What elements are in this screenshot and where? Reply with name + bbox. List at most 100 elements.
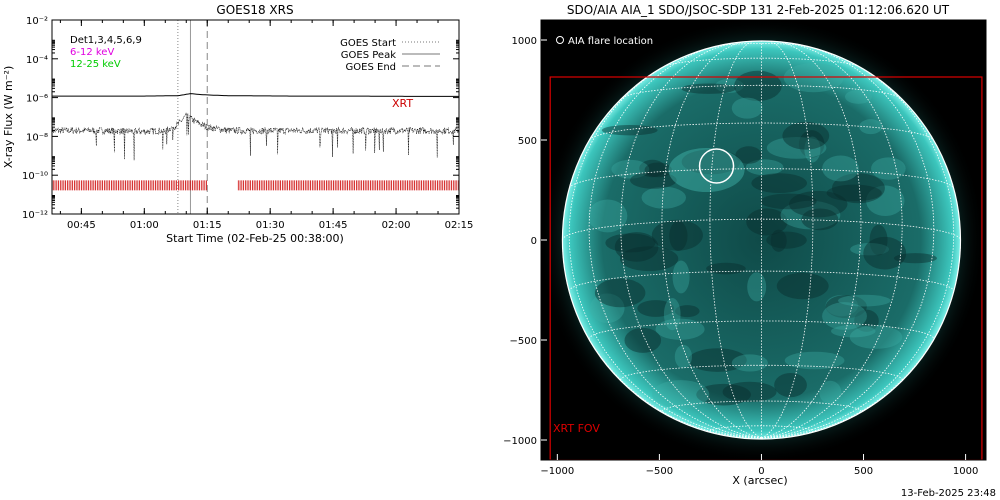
texture-patch xyxy=(734,70,782,102)
lightcurve-y-ticks: 10⁻¹² 10⁻¹⁰ 10⁻⁸ 10⁻⁶ 10⁻⁴ 10⁻² xyxy=(22,16,459,221)
x-tick-label: 01:45 xyxy=(319,220,348,231)
texture-patch xyxy=(784,351,845,370)
texture-patch xyxy=(766,231,807,249)
lightcurve-frame xyxy=(51,19,460,215)
texture-patch xyxy=(770,229,787,252)
texture-patch xyxy=(859,119,883,135)
aia-y-ticks: −1000 −500 0 500 1000 xyxy=(503,36,547,447)
texture-patch xyxy=(735,146,762,164)
x-tick-label: 02:00 xyxy=(382,220,411,231)
texture-patch xyxy=(624,327,662,353)
texture-patch xyxy=(863,236,907,270)
texture-patch xyxy=(831,324,876,338)
x-tick-label: 500 xyxy=(854,466,873,477)
texture-patch xyxy=(663,298,681,331)
y-tick-label: 500 xyxy=(518,136,537,147)
texture-patch xyxy=(746,208,788,236)
footer-timestamp: 13-Feb-2025 23:48 xyxy=(901,488,996,499)
xrt-observation-marks xyxy=(52,180,459,191)
x-tick-label: 1000 xyxy=(953,466,978,477)
xrt-fov-box xyxy=(549,76,983,460)
texture-patch xyxy=(766,136,827,159)
texture-patch xyxy=(637,300,675,317)
texture-patch xyxy=(780,200,841,230)
texture-patch xyxy=(651,219,703,251)
texture-patch xyxy=(854,309,879,332)
latitude-line xyxy=(562,218,961,241)
y-tick-label: 10⁻² xyxy=(26,16,48,27)
texture-patch xyxy=(722,381,777,403)
texture-patch xyxy=(674,305,700,318)
y-tick-label: 1000 xyxy=(512,36,537,47)
y-tick-label: −1000 xyxy=(503,436,537,447)
latitude-line xyxy=(568,270,955,292)
texture-patch xyxy=(869,224,888,256)
lightcurve-x-axis-label: Start Time (02-Feb-25 00:38:00) xyxy=(166,232,344,245)
detector-info-line: 12-25 keV xyxy=(70,59,121,70)
heliographic-grid xyxy=(562,40,961,439)
texture-patch xyxy=(789,190,848,218)
texture-patch xyxy=(819,380,842,405)
legend-label: GOES Start xyxy=(340,38,396,49)
texture-patch xyxy=(822,302,867,330)
x-tick-label: 02:15 xyxy=(445,220,474,231)
longitude-line xyxy=(761,56,955,439)
texture-patch xyxy=(782,121,830,150)
texture-patch xyxy=(587,199,628,233)
texture-patch xyxy=(776,272,829,300)
texture-patch xyxy=(826,184,882,202)
lightcurve-plot xyxy=(51,20,459,214)
texture-patch xyxy=(760,193,817,210)
lightcurve-title: GOES18 XRS xyxy=(216,3,293,17)
texture-patch xyxy=(893,253,937,264)
aia-x-ticks: −1000 −500 0 500 1000 xyxy=(540,454,978,477)
texture-patch xyxy=(688,348,747,372)
series-short-channel xyxy=(51,112,459,161)
x-tick-label: 01:30 xyxy=(256,220,285,231)
texture-patch xyxy=(614,232,659,262)
solar-limb xyxy=(561,40,962,440)
texture-patch xyxy=(831,173,885,204)
texture-patch xyxy=(849,325,903,349)
longitude-line xyxy=(761,41,862,439)
x-tick-label: 01:15 xyxy=(193,220,222,231)
texture-patch xyxy=(619,246,679,272)
texture-patch xyxy=(674,344,692,369)
latitude-line xyxy=(663,57,859,67)
y-tick-label: 10⁻⁶ xyxy=(26,94,48,105)
legend-label: GOES Peak xyxy=(341,50,396,61)
longitude-line xyxy=(761,42,903,439)
y-tick-label: 10⁻¹² xyxy=(22,210,48,221)
texture-patch xyxy=(669,221,688,251)
texture-patch xyxy=(838,294,891,307)
xrt-fov-label: XRT FOV xyxy=(553,422,600,435)
x-tick-label: 01:00 xyxy=(130,220,159,231)
texture-patch xyxy=(605,233,656,253)
texture-patch xyxy=(655,318,705,340)
texture-patch xyxy=(652,380,710,409)
longitude-line xyxy=(568,56,762,439)
solar-texture xyxy=(587,63,937,409)
longitude-line xyxy=(761,43,935,439)
texture-patch xyxy=(731,354,768,372)
lightcurve-y-axis-label: X-ray Flux (W m⁻²) xyxy=(2,66,15,168)
longitude-line xyxy=(588,43,762,439)
texture-patch xyxy=(745,159,784,176)
flare-location-circle xyxy=(698,148,735,184)
y-tick-label: 10⁻¹⁰ xyxy=(22,171,48,182)
y-tick-label: 0 xyxy=(531,236,537,247)
texture-patch xyxy=(731,97,763,119)
detector-info-line: 6-12 keV xyxy=(70,47,114,58)
detector-info-line: Det1,3,4,5,6,9 xyxy=(70,35,142,46)
aia-image xyxy=(541,20,985,460)
lightcurve-x-ticks: 00:45 01:00 01:15 01:30 01:45 02:00 02:15 xyxy=(59,20,474,231)
x-tick-label: −500 xyxy=(646,466,673,477)
texture-patch xyxy=(798,130,825,158)
texture-patch xyxy=(696,383,751,406)
texture-patch xyxy=(801,208,839,231)
texture-patch xyxy=(871,157,906,180)
y-tick-label: 10⁻⁸ xyxy=(26,132,48,143)
